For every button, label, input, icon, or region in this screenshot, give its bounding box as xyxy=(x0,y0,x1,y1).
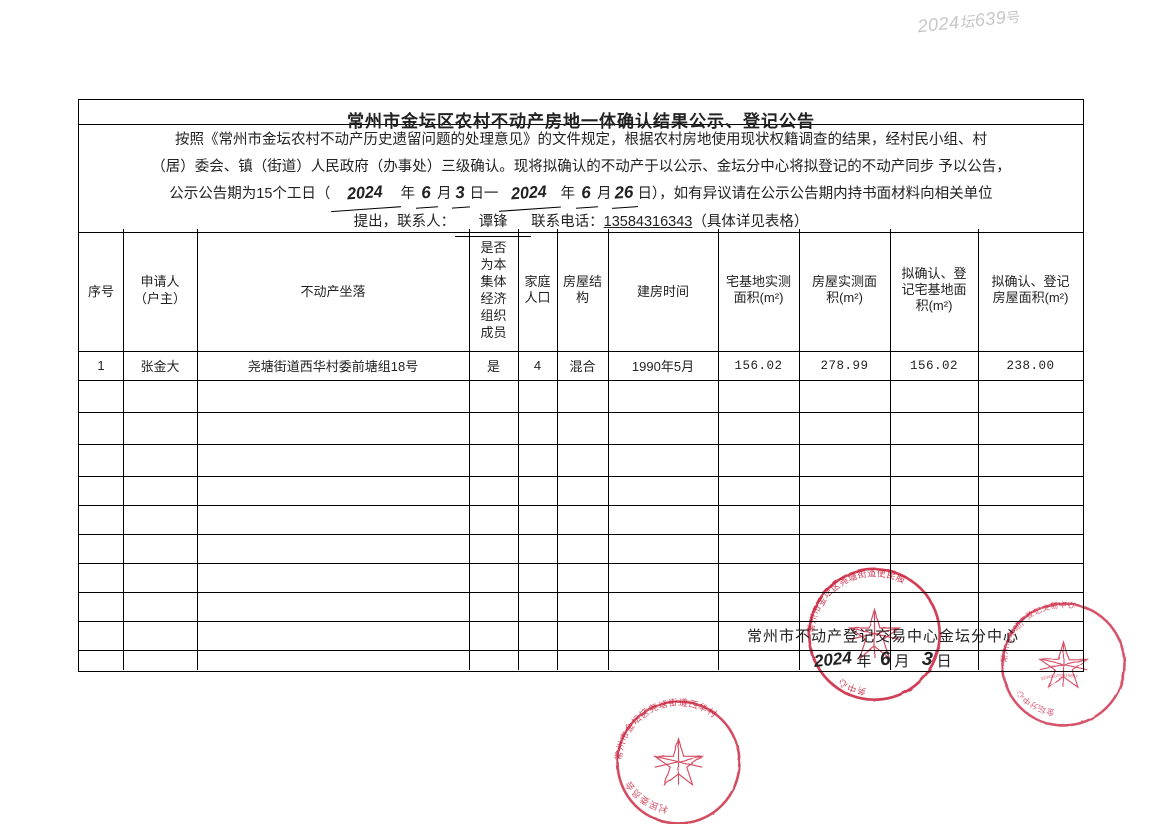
svg-text:金坛分中心: 金坛分中心 xyxy=(1015,689,1056,718)
svg-text:常州市金坛区尧塘街道西华村: 常州市金坛区尧塘街道西华村 xyxy=(613,696,720,761)
